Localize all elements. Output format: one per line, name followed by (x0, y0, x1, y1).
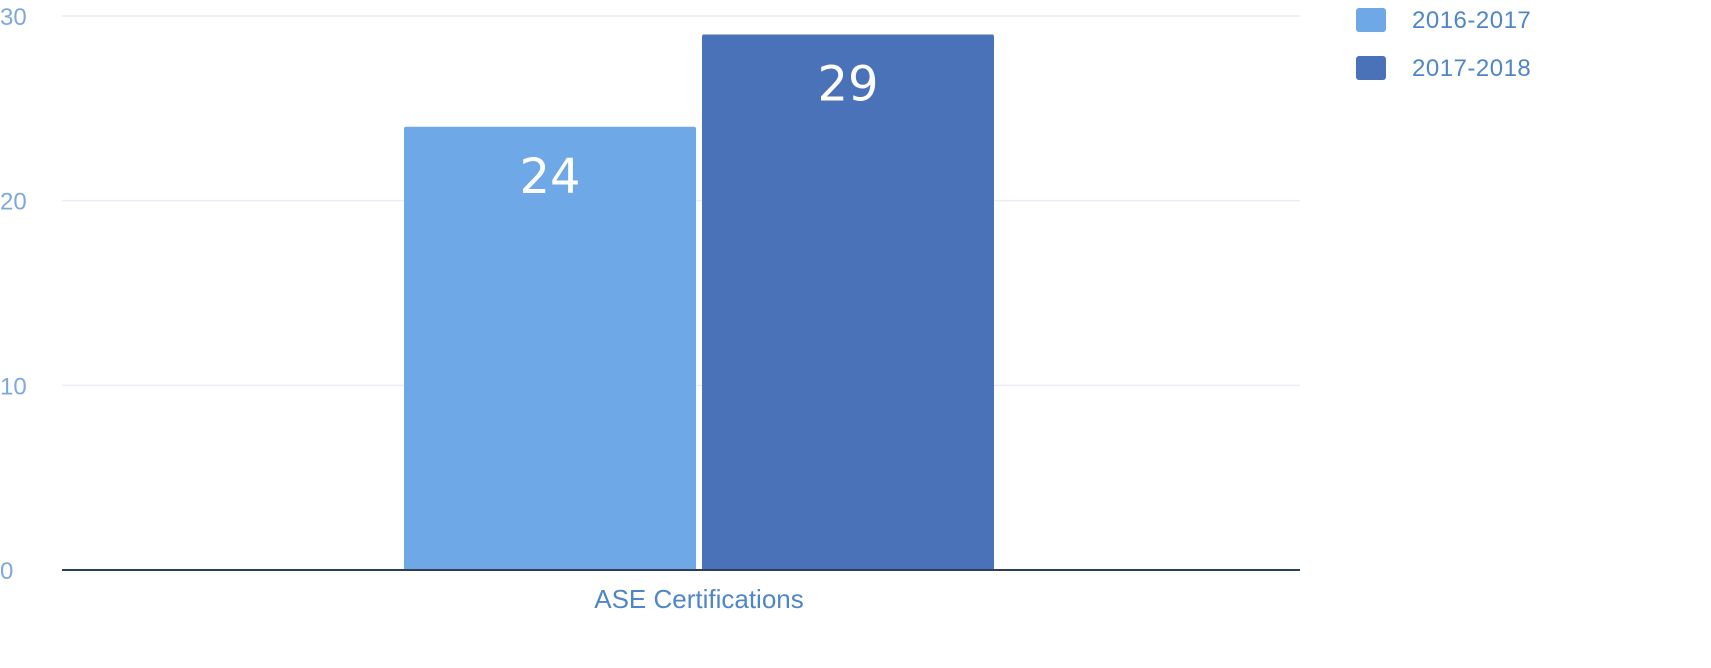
data-label-2017-2018: 29 (817, 56, 878, 112)
legend-swatch-2016-2017 (1356, 8, 1386, 32)
bars (404, 34, 994, 571)
y-tick-label-10: 10 (0, 373, 27, 400)
legend-label-2017-2018: 2017-2018 (1412, 55, 1531, 82)
legend: 2016-2017 2017-2018 (1356, 7, 1531, 82)
y-tick-label-20: 20 (0, 189, 27, 216)
x-category-label: ASE Certifications (594, 584, 804, 614)
bar-2017-2018-ase-certifications (702, 34, 994, 570)
y-tick-label-0: 0 (0, 558, 13, 585)
bar-2016-2017-ase-certifications (404, 126, 696, 571)
x-axis-category-labels: ASE Certifications (594, 584, 804, 614)
data-labels: 24 29 (519, 56, 878, 204)
legend-label-2016-2017: 2016-2017 (1412, 7, 1531, 34)
legend-swatch-2017-2018 (1356, 56, 1386, 80)
data-label-2016-2017: 24 (519, 149, 580, 205)
y-axis-tick-labels: 0 10 20 30 (0, 4, 27, 585)
y-tick-label-30: 30 (0, 4, 27, 31)
